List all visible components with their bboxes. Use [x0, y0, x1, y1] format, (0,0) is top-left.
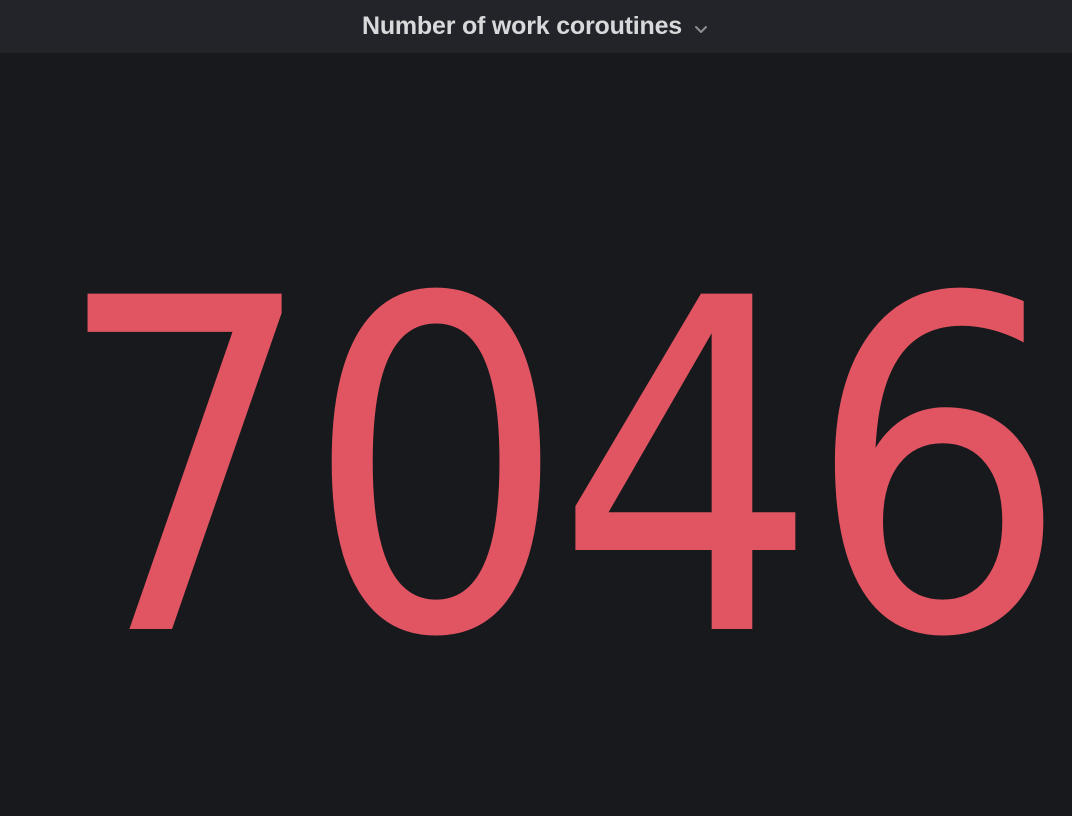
panel-body: 7046 [0, 53, 1072, 816]
panel-header: Number of work coroutines [0, 0, 1072, 53]
chevron-down-icon[interactable] [692, 20, 710, 38]
panel-title[interactable]: Number of work coroutines [361, 12, 683, 40]
stat-value: 7046 [53, 203, 1070, 738]
panel-title-menu-trigger[interactable]: Number of work coroutines [362, 12, 710, 41]
